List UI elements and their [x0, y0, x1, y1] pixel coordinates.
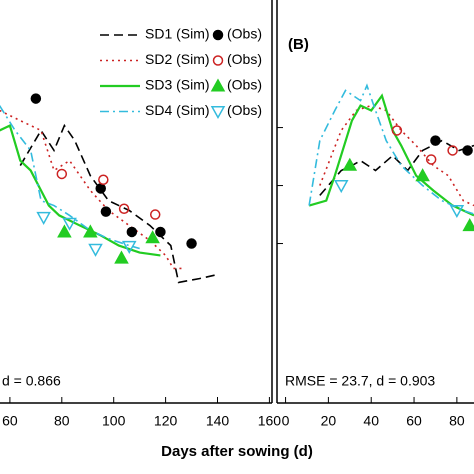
- obs-marker: [145, 230, 160, 244]
- legend-label: SD3 (Sim): [145, 77, 210, 93]
- obs-marker: [342, 157, 358, 171]
- obs-marker: [88, 243, 103, 257]
- obs-marker: [186, 238, 197, 249]
- x-tick-label: 0: [282, 413, 290, 429]
- annotation: RMSE = 23.7, d = 0.903: [285, 373, 435, 389]
- x-tick-label: 140: [206, 413, 230, 429]
- legend-label: (Obs): [227, 77, 262, 93]
- sim-line: [319, 104, 474, 207]
- obs-marker: [100, 206, 112, 217]
- obs-marker: [114, 250, 129, 264]
- obs-marker: [98, 174, 109, 186]
- legend-label: SD1 (Sim): [145, 26, 210, 42]
- sim-line: [19, 123, 218, 284]
- legend-label: (Obs): [227, 102, 262, 118]
- sim-line: [0, 109, 184, 270]
- legend-marker: [210, 78, 226, 92]
- legend-marker: [212, 55, 224, 66]
- legend-label: SD4 (Sim): [145, 102, 210, 118]
- legend-marker: [210, 105, 226, 120]
- x-tick-label: 80: [54, 413, 70, 429]
- obs-marker: [462, 145, 473, 156]
- obs-marker: [56, 168, 68, 180]
- obs-marker: [149, 209, 161, 220]
- x-tick-label: 80: [449, 413, 465, 429]
- legend-label: SD2 (Sim): [145, 51, 210, 67]
- obs-marker: [447, 145, 458, 156]
- panel-label: (B): [288, 36, 309, 53]
- sim-line: [308, 83, 474, 215]
- obs-marker: [83, 224, 98, 238]
- obs-marker: [462, 218, 474, 232]
- obs-marker: [415, 168, 430, 182]
- obs-marker: [121, 240, 137, 254]
- obs-marker: [430, 135, 441, 146]
- obs-marker: [126, 226, 138, 238]
- obs-marker: [118, 203, 130, 214]
- x-tick-label: 100: [102, 413, 126, 429]
- obs-marker: [57, 224, 72, 238]
- sim-line: [319, 139, 474, 196]
- x-axis-label: Days after sowing (d): [161, 443, 313, 460]
- x-tick-label: 20: [321, 413, 337, 429]
- x-tick-label: 120: [154, 413, 178, 429]
- sim-line: [0, 105, 140, 250]
- obs-marker: [333, 180, 349, 194]
- obs-marker: [425, 154, 437, 165]
- legend-label: (Obs): [227, 51, 262, 67]
- annotation: d = 0.866: [2, 373, 61, 389]
- sim-line: [308, 93, 474, 217]
- obs-marker: [449, 204, 465, 219]
- obs-marker: [62, 217, 77, 231]
- obs-marker: [36, 211, 51, 225]
- plot-area: [308, 83, 474, 232]
- obs-marker: [155, 226, 166, 238]
- obs-marker: [30, 93, 42, 104]
- obs-marker: [391, 125, 403, 136]
- sim-line: [0, 123, 161, 257]
- legend-label: (Obs): [227, 26, 262, 42]
- obs-marker: [95, 183, 106, 194]
- x-tick-label: 60: [406, 413, 422, 429]
- x-tick-label: 160: [258, 413, 282, 429]
- legend-marker: [212, 29, 224, 41]
- x-tick-label: 60: [2, 413, 18, 429]
- plot-area: [0, 93, 218, 284]
- x-tick-label: 40: [363, 413, 379, 429]
